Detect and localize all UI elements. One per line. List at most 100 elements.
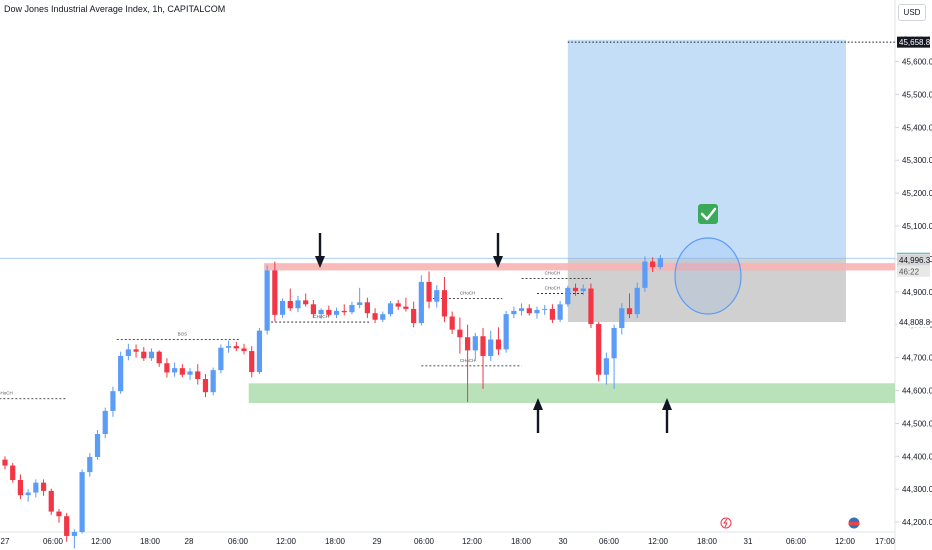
x-tick-label: 18:00: [697, 537, 718, 546]
candle-body: [326, 309, 332, 315]
candle-body: [33, 482, 39, 493]
candle-body: [333, 310, 340, 315]
structure-label: BOS: [178, 332, 188, 337]
candle-body: [202, 379, 209, 393]
candle-body: [549, 308, 556, 320]
candle-body: [25, 492, 31, 496]
candle-body: [580, 288, 586, 292]
candle-body: [434, 290, 440, 302]
x-tick-label: 30: [559, 537, 568, 546]
candle-body: [603, 358, 609, 375]
chart-title: Dow Jones Industrial Average Index, 1h, …: [4, 4, 226, 14]
price-label: 44,996.3: [899, 256, 931, 265]
candle-body: [511, 310, 517, 315]
candle-body: [179, 368, 185, 375]
candle-body: [349, 304, 355, 313]
arrow-up-icon: [533, 398, 543, 433]
supply-zone: [264, 263, 895, 271]
candle-body: [426, 281, 432, 302]
price-label: 45,658.8: [899, 38, 931, 47]
y-tick-label: 44,900.0: [902, 288, 932, 297]
candle-body: [418, 281, 424, 324]
candle-body: [596, 324, 602, 375]
candle-body: [557, 304, 563, 320]
x-tick-label: 18:00: [140, 537, 161, 546]
candle-body: [64, 516, 70, 536]
x-tick-label: 06:00: [786, 537, 807, 546]
arrow-up-icon: [662, 398, 672, 433]
candle-body: [102, 410, 108, 434]
candle-body: [225, 346, 232, 348]
candle-body: [411, 308, 417, 324]
candle-body: [133, 349, 139, 352]
candle-body: [233, 346, 239, 349]
x-tick-label: 12:00: [276, 537, 297, 546]
demand-zone: [248, 383, 896, 404]
candle-body: [488, 339, 494, 356]
candle-body: [449, 316, 455, 330]
structure-label: CHoCH: [0, 391, 13, 396]
target-zone: [567, 39, 846, 258]
y-tick-label: 44,500.0: [902, 419, 932, 428]
candle-body: [10, 465, 16, 481]
candle-body: [118, 355, 124, 392]
y-tick-label: 45,200.0: [902, 189, 932, 198]
candle-body: [403, 306, 409, 309]
candle-body: [2, 459, 8, 466]
candle-body: [210, 370, 216, 393]
candle-body: [657, 258, 663, 268]
candle-body: [380, 314, 386, 320]
candle-body: [87, 456, 93, 473]
y-tick-label: 44,600.0: [902, 387, 932, 396]
candle-body: [465, 337, 471, 351]
candle-body: [518, 308, 525, 311]
x-tick-label: 12:00: [462, 537, 483, 546]
candle-body: [650, 261, 656, 268]
candle-body: [172, 368, 178, 373]
x-tick-label: 17:00: [875, 537, 896, 546]
candle-body: [372, 313, 378, 320]
y-tick-label: 45,400.0: [902, 123, 932, 132]
highlight-circle: [674, 237, 742, 315]
candle-body: [187, 371, 193, 375]
x-tick-label: 18:00: [511, 537, 532, 546]
candle-body: [48, 490, 54, 512]
candle-body: [318, 309, 324, 315]
candle-body: [357, 302, 363, 305]
candle-body: [287, 301, 293, 309]
candle-body: [526, 308, 532, 314]
candle-body: [40, 482, 47, 491]
candle-body: [472, 336, 478, 351]
candle-body: [387, 303, 394, 315]
candle-body: [542, 308, 548, 310]
x-tick-label: 27: [1, 537, 10, 546]
candle-body: [503, 314, 509, 350]
x-tick-label: 12:00: [648, 537, 669, 546]
x-tick-label: 06:00: [414, 537, 435, 546]
candle-body: [295, 300, 301, 309]
candle-body: [341, 310, 347, 313]
x-tick-label: 29: [373, 537, 382, 546]
candle-body: [457, 329, 463, 338]
candle-body: [565, 287, 571, 305]
price-label-box: [897, 316, 930, 328]
candle-body: [156, 351, 162, 364]
y-tick-label: 45,100.0: [902, 222, 932, 231]
candle-body: [71, 532, 77, 536]
x-tick-label: 12:00: [91, 537, 112, 546]
candle-body: [264, 270, 270, 331]
candle-body: [310, 304, 316, 315]
candle-body: [642, 261, 648, 288]
arrow-down-icon: [315, 233, 325, 268]
candle-body: [249, 351, 255, 373]
price-label: 46:22: [899, 267, 920, 276]
x-tick-label: 28: [185, 537, 194, 546]
y-tick-label: 44,200.0: [902, 518, 932, 527]
structure-label: CHoCH: [460, 290, 476, 295]
y-tick-label: 45,500.0: [902, 90, 932, 99]
x-tick-label: 18:00: [325, 537, 346, 546]
currency-button[interactable]: USD: [898, 4, 926, 21]
check-icon: [700, 207, 717, 221]
x-tick-label: 06:00: [43, 537, 64, 546]
